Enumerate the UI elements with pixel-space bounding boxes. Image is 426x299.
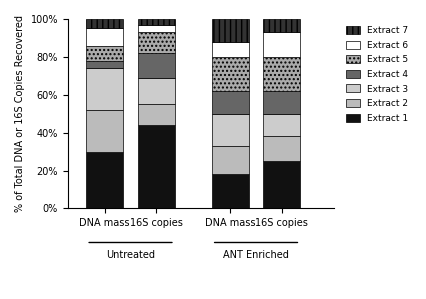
Bar [138,53,174,78]
Bar [138,25,174,32]
Bar [138,125,174,208]
Bar [263,19,299,32]
Bar [211,146,248,174]
Bar [86,110,123,152]
Bar [211,42,248,57]
Bar [263,136,299,161]
Text: ANT Enriched: ANT Enriched [222,250,288,260]
Bar [263,114,299,136]
Bar [138,104,174,125]
Bar [138,78,174,104]
Bar [211,19,248,42]
Bar [211,57,248,91]
Bar [263,32,299,57]
Bar [263,57,299,91]
Bar [86,61,123,68]
Bar [86,68,123,110]
Bar [211,174,248,208]
Bar [86,19,123,28]
Bar [86,152,123,208]
Y-axis label: % of Total DNA or 16S Copies Recovered: % of Total DNA or 16S Copies Recovered [15,15,25,212]
Bar [263,91,299,114]
Bar [211,91,248,114]
Text: Untreated: Untreated [106,250,155,260]
Bar [86,45,123,61]
Bar [138,19,174,25]
Bar [263,161,299,208]
Bar [86,28,123,45]
Legend: Extract 7, Extract 6, Extract 5, Extract 4, Extract 3, Extract 2, Extract 1: Extract 7, Extract 6, Extract 5, Extract… [343,24,410,125]
Bar [211,114,248,146]
Bar [138,32,174,53]
